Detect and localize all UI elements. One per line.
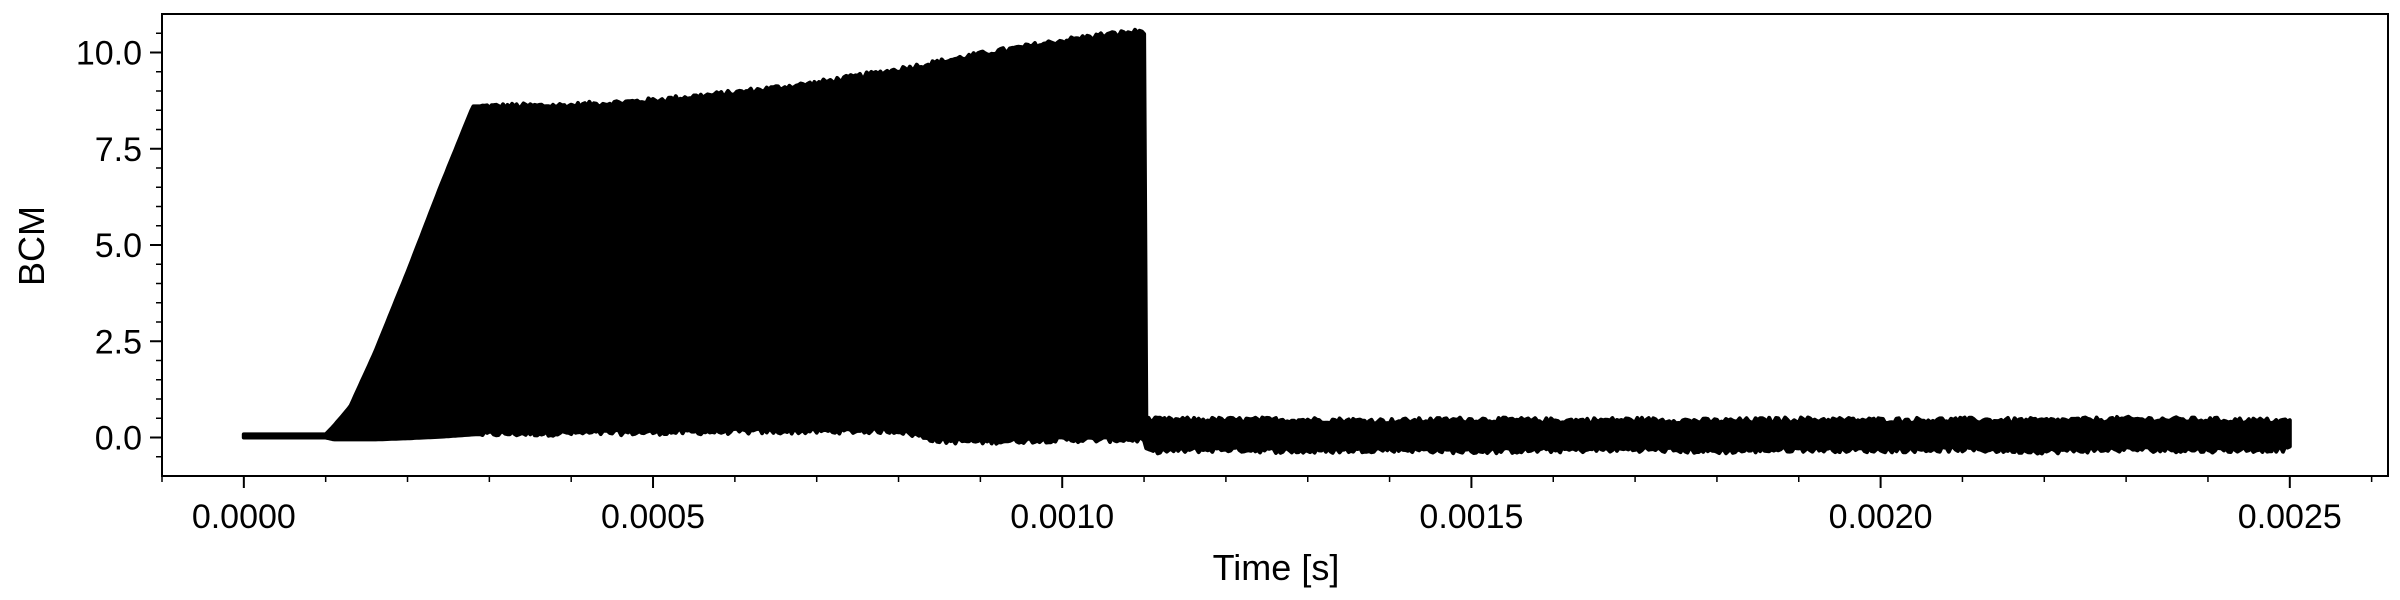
x-tick-label: 0.0020 [1829,498,1933,536]
x-axis-label: Time [s] [1213,547,1340,588]
x-tick-label: 0.0005 [601,498,705,536]
series-envelope-0 [241,27,2292,456]
y-axis-label: BCM [11,206,52,286]
x-tick-label: 0.0000 [192,498,296,536]
tick-labels: 0.0000 0.0005 0.0010 0.0015 0.0020 0.0025 0.0 2… [76,35,2342,537]
y-tick-label: 7.5 [95,131,142,169]
x-tick-label: 0.0015 [1419,498,1523,536]
y-tick-label: 5.0 [95,227,142,265]
y-tick-label: 0.0 [95,420,142,458]
axes [150,13,2389,488]
x-tick-label: 0.0025 [2238,498,2342,536]
x-tick-label: 0.0010 [1010,498,1114,536]
y-tick-label: 10.0 [76,35,142,73]
y-tick-label: 2.5 [95,323,142,361]
plot-area [241,27,2292,456]
